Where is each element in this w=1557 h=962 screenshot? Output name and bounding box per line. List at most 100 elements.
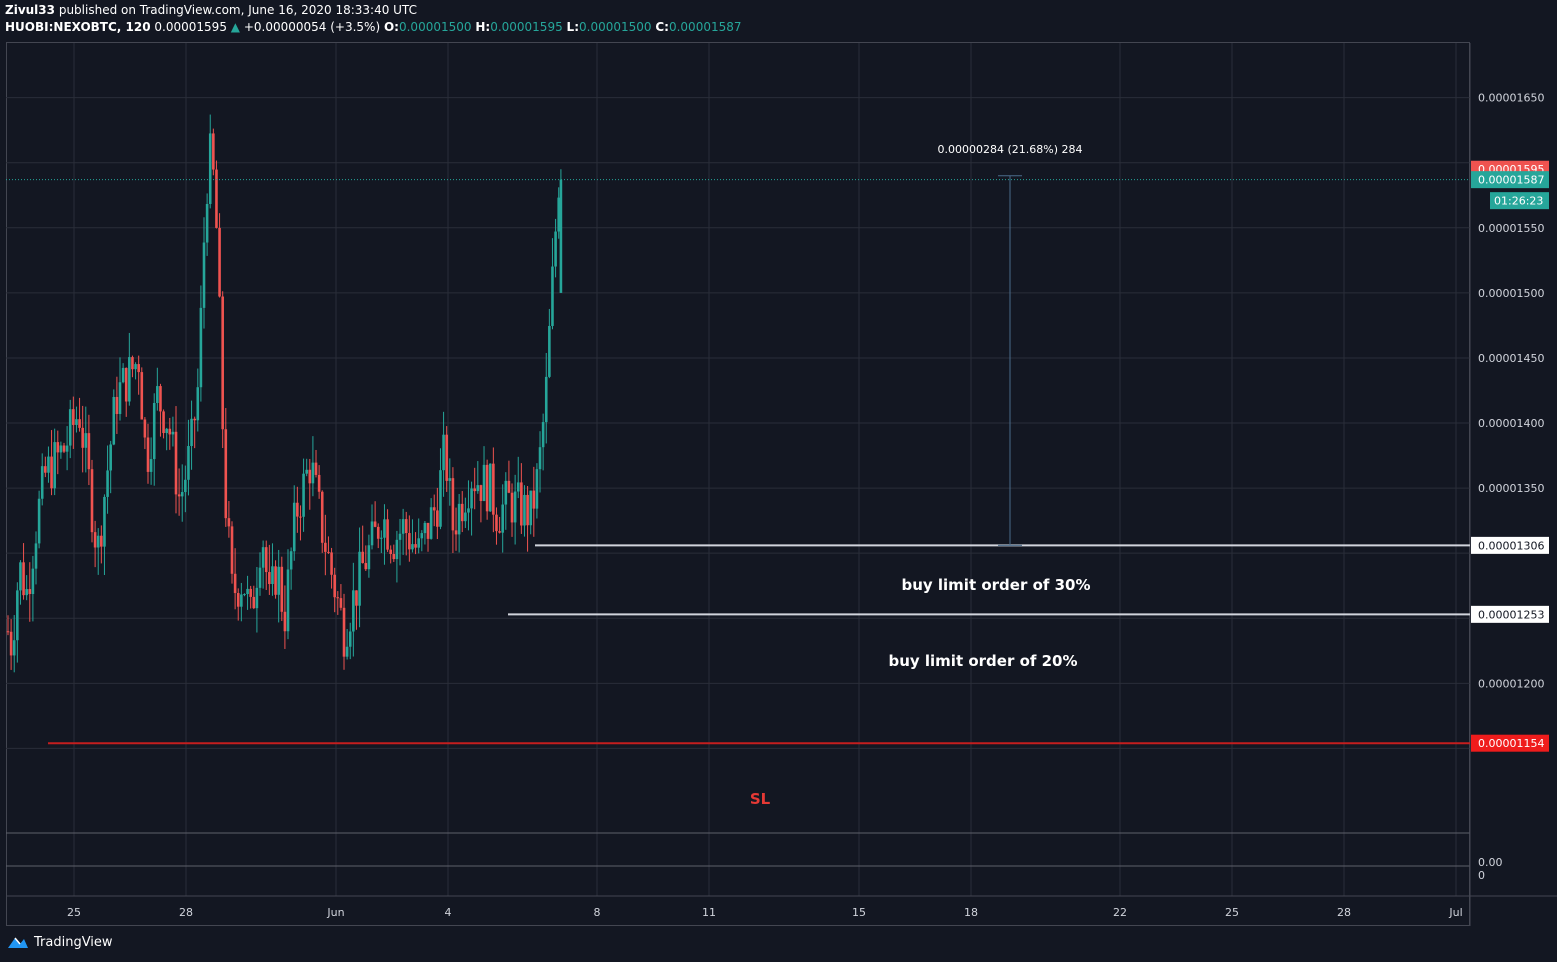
candle-body [352,590,355,632]
candle-body [134,364,137,370]
price-badge-label: 0.00001587 [1478,174,1544,187]
candle-body [364,563,368,570]
annotation-sl[interactable]: SL [750,790,771,808]
candle-body [398,533,402,540]
time-axis[interactable]: 25 28 Jun 4 8 11 15 18 22 25 28 Jul [67,906,1463,919]
high-value: 0.00001595 [490,20,563,34]
time-axis-label: 25 [67,906,81,919]
candle-body [404,519,408,534]
price-levels [6,179,1470,745]
candle-body [118,382,122,414]
candle-body [218,227,221,297]
measure-tool[interactable] [998,175,1022,546]
candle-body [72,409,75,425]
candle-body [212,133,215,170]
price-axis[interactable]: 0.00001650 0.00001550 0.00001500 0.00001450… [1471,92,1549,882]
candle-body [187,446,190,480]
candle-body [37,498,41,544]
candle-body [479,485,483,501]
price-axis-tick: 0.00001500 [1478,287,1544,300]
candle-body [121,367,125,383]
candle-body [439,470,442,527]
candle-body [277,566,280,595]
candle-body [317,474,321,492]
candle-series [6,114,563,673]
candle-body [559,179,563,293]
candle-body [171,431,175,435]
candle-body [520,482,523,526]
candle-body [149,459,153,472]
candle-body [355,590,358,606]
price-badge[interactable] [1471,171,1549,189]
candle-body [264,547,268,573]
candle-body [124,367,128,402]
candle-body [286,569,290,632]
candle-body [345,646,349,657]
candle-body [554,231,557,267]
price-badge[interactable] [1471,536,1549,554]
candle-body [227,518,231,527]
price-badge[interactable] [1471,605,1549,623]
candle-body [93,532,97,548]
candle-body [268,572,271,585]
candle-body [168,428,172,435]
candle-body [261,547,265,568]
candle-body [159,386,162,412]
candle-body [383,519,386,538]
candle-body [464,512,467,522]
candle-body [473,488,476,492]
candle-body [31,568,35,595]
candle-body [252,596,256,609]
measure-label: 0.00000284 (21.68%) 284 [938,143,1083,156]
candle-body [96,535,100,548]
candle-body [314,462,318,475]
candle-body [348,631,352,647]
candle-body [370,521,374,546]
publish-line: Zivul33 published on TradingView.com, Ju… [5,4,742,17]
candle-body [53,442,56,489]
candle-body [208,133,212,204]
candle-body [541,422,545,448]
candle-body [426,522,430,539]
annotation-buy30[interactable]: buy limit order of 30% [901,576,1090,594]
candle-body [488,463,492,512]
candle-body [311,462,315,484]
price-badge-label: 0.00001154 [1478,737,1544,750]
candle-body [320,491,324,543]
candle-body [280,566,284,612]
tradingview-logo-icon[interactable] [6,934,30,950]
price-axis-tick: 0.00001200 [1478,677,1544,690]
candle-body [457,503,461,535]
candle-body [78,419,81,428]
footer: TradingView [6,934,113,950]
indicator-axis-tick: 0 [1478,869,1485,882]
price-badge[interactable] [1471,734,1549,752]
candle-body [414,544,417,548]
tradingview-brand[interactable]: TradingView [34,934,113,950]
candle-body [87,433,91,470]
candle-body [103,496,106,547]
price-change: +0.00000054 (+3.5%) [243,20,381,34]
candle-body [417,538,420,548]
symbol-label[interactable]: HUOBI:NEXOBTC, 120 [5,20,151,34]
countdown-badge [1490,192,1549,210]
candle-body [56,442,60,453]
candle-body [196,387,200,421]
candle-body [221,296,224,430]
countdown-label: 01:26:23 [1494,195,1543,208]
candle-body [289,551,293,570]
candle-body [205,203,209,243]
chart-grid [6,43,1557,926]
candle-body [258,567,262,588]
candle-body [442,434,445,471]
candle-body [302,473,305,517]
candle-body [240,594,243,607]
annotation-buy20[interactable]: buy limit order of 20% [888,652,1077,670]
candle-body [324,542,327,552]
candle-body [233,573,237,594]
candle-body [470,488,473,509]
candle-body [296,502,299,517]
author-name[interactable]: Zivul33 [5,3,55,17]
candle-body [115,396,119,414]
